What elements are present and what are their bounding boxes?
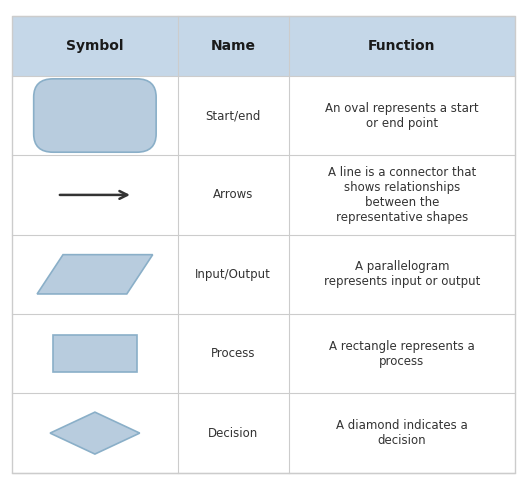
Text: A diamond indicates a
decision: A diamond indicates a decision xyxy=(336,419,468,447)
Text: Symbol: Symbol xyxy=(66,39,124,53)
Text: Process: Process xyxy=(211,347,256,360)
Text: Decision: Decision xyxy=(208,427,258,440)
Text: A rectangle represents a
process: A rectangle represents a process xyxy=(329,340,475,368)
FancyBboxPatch shape xyxy=(12,155,515,235)
Polygon shape xyxy=(50,412,140,454)
FancyBboxPatch shape xyxy=(12,16,515,76)
Text: Arrows: Arrows xyxy=(213,189,253,202)
Text: A line is a connector that
shows relationships
between the
representative shapes: A line is a connector that shows relatio… xyxy=(328,166,476,224)
Text: An oval represents a start
or end point: An oval represents a start or end point xyxy=(325,101,479,130)
FancyBboxPatch shape xyxy=(12,314,515,393)
Text: A parallelogram
represents input or output: A parallelogram represents input or outp… xyxy=(324,260,480,288)
FancyBboxPatch shape xyxy=(34,79,156,152)
Bar xyxy=(53,335,137,372)
Text: Input/Output: Input/Output xyxy=(196,268,271,281)
Text: Function: Function xyxy=(368,39,436,53)
Polygon shape xyxy=(37,254,153,294)
FancyBboxPatch shape xyxy=(12,76,515,155)
Text: Name: Name xyxy=(211,39,256,53)
FancyBboxPatch shape xyxy=(12,393,515,473)
Text: Start/end: Start/end xyxy=(206,109,261,122)
FancyBboxPatch shape xyxy=(12,235,515,314)
